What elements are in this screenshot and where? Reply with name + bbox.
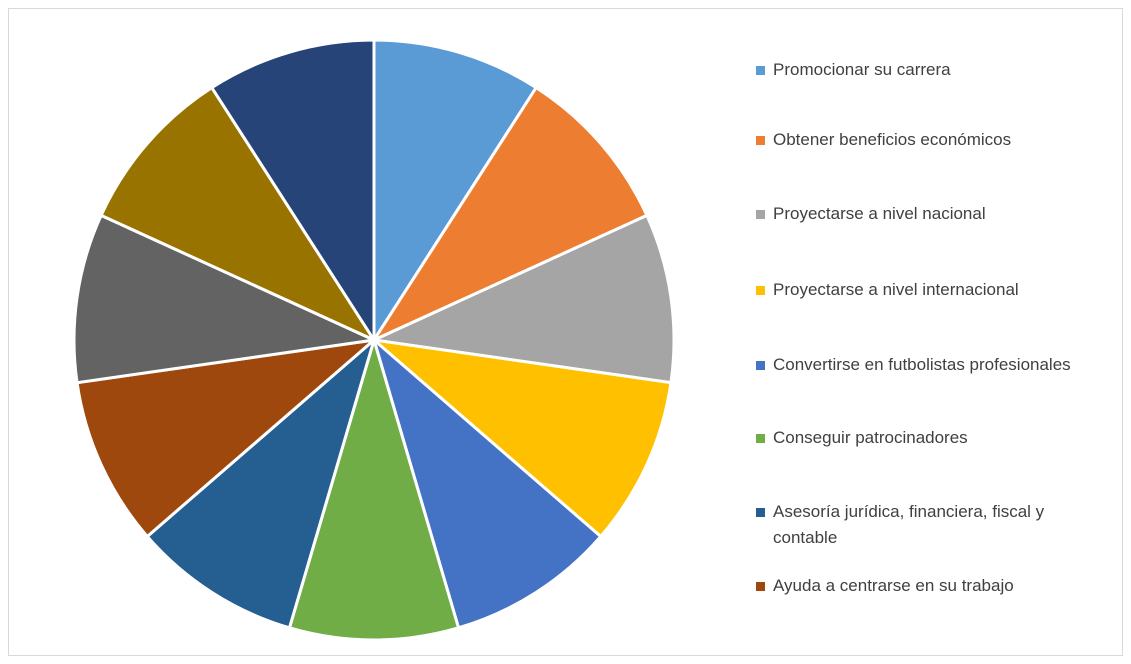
legend-label: Asesoría jurídica, financiera, fiscal y … (773, 502, 1045, 547)
legend-swatch (756, 361, 765, 370)
legend-swatch (756, 434, 765, 443)
pie-slice (368, 213, 676, 385)
legend-label: Proyectarse a nivel nacional (773, 204, 986, 223)
pie-slice (145, 335, 377, 630)
legend-item: Promocionar su carrera (756, 57, 1091, 83)
legend-label: Obtener beneficios económicos (773, 130, 1012, 149)
pie-slice (75, 337, 379, 539)
pie-slice (369, 85, 649, 344)
legend-swatch (756, 508, 765, 517)
pie-slice (371, 335, 603, 630)
legend-swatch (756, 582, 765, 591)
legend-item: Proyectarse a nivel nacional (756, 201, 1091, 227)
legend-swatch (756, 136, 765, 145)
legend-item: Conseguir patrocinadores (756, 425, 1091, 451)
legend-swatch (756, 66, 765, 75)
legend-item: Asesoría jurídica, financiera, fiscal y … (756, 499, 1091, 551)
legend-item: Obtener beneficios económicos (756, 127, 1091, 153)
legend-label: Proyectarse a nivel internacional (773, 280, 1019, 299)
legend-label: Ayuda a centrarse en su trabajo (773, 576, 1014, 595)
legend-label: Conseguir patrocinadores (773, 428, 968, 447)
legend-swatch (756, 286, 765, 295)
chart-frame (8, 8, 1123, 656)
pie-slice (287, 334, 461, 642)
legend-item: Ayuda a centrarse en su trabajo (756, 573, 1091, 599)
pie-slice (372, 38, 539, 346)
pie-slice (369, 337, 673, 539)
legend-label: Promocionar su carrera (773, 60, 951, 79)
legend-label: Convertirse en futbolistas profesionales (773, 355, 1071, 374)
legend-item: Proyectarse a nivel internacional (756, 277, 1091, 303)
legend-item: Convertirse en futbolistas profesionales (756, 352, 1091, 378)
pie-slice (209, 38, 376, 346)
pie-slice (72, 213, 380, 385)
pie-slice (99, 85, 379, 344)
legend-swatch (756, 210, 765, 219)
